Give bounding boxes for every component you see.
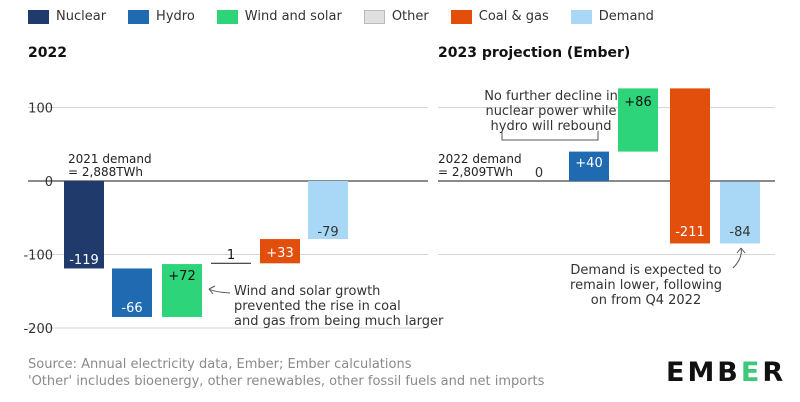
legend: Nuclear Hydro Wind and solar Other Coal … (28, 9, 676, 24)
data-label: 1 (227, 248, 235, 263)
legend-swatch (450, 9, 472, 24)
y-tick-label: 100 (28, 102, 53, 117)
annotation-bracket (501, 131, 599, 141)
source-line-2: 'Other' includes bioenergy, other renewa… (28, 374, 545, 389)
annotation-text: No further decline in (484, 89, 618, 104)
legend-item-hydro: Hydro (128, 9, 195, 24)
baseline-label: = 2,809TWh (438, 165, 513, 179)
legend-label: Hydro (156, 9, 195, 24)
annotation-arrow (732, 247, 742, 269)
logo-text-3: R (762, 357, 787, 388)
annotation-text: Demand is expected to (570, 263, 721, 278)
baseline-label: 2021 demand (68, 152, 152, 166)
annotation-arrowhead (208, 285, 216, 295)
annotation-text: nuclear power while (485, 104, 616, 119)
bar-nuclear (64, 181, 104, 269)
bar-hydro (112, 268, 152, 317)
y-tick-label: -100 (23, 249, 53, 264)
legend-label: Nuclear (56, 9, 107, 24)
source-line-1: Source: Annual electricity data, Ember; … (28, 357, 412, 372)
legend-swatch (28, 9, 49, 24)
chart-title-2022: 2022 (28, 45, 67, 61)
legend-item-nuclear: Nuclear (28, 9, 106, 24)
bar-coal-gas (670, 88, 710, 244)
data-label: -211 (675, 225, 705, 240)
data-label: 0 (535, 166, 543, 181)
chart-title-2023: 2023 projection (Ember) (438, 45, 631, 61)
bar-wind-and-solar (162, 264, 202, 317)
data-label: -84 (729, 225, 750, 240)
legend-label: Other (391, 9, 429, 24)
bar-demand (720, 181, 760, 244)
annotation-text: hydro will rebound (491, 119, 612, 134)
legend-swatch (570, 9, 592, 24)
data-label: +72 (168, 269, 195, 284)
annotation-text: and gas from being much larger (234, 314, 444, 329)
data-label: -66 (121, 301, 142, 316)
y-tick-label: -200 (23, 322, 53, 337)
legend-swatch (128, 9, 150, 24)
legend-item-demand: Demand (570, 9, 654, 24)
legend-label: Coal & gas (478, 9, 549, 24)
data-label: +86 (624, 95, 651, 110)
legend-item-wind-solar: Wind and solar (216, 9, 342, 24)
ember-logo: EMBER (666, 357, 786, 388)
bar-hydro (569, 151, 609, 181)
bar-coal-gas (260, 239, 300, 264)
legend-item-coal-gas: Coal & gas (450, 9, 549, 24)
baseline-label: = 2,888TWh (68, 165, 143, 179)
data-label: +33 (266, 246, 293, 261)
annotation-text: prevented the rise in coal (234, 299, 401, 314)
data-label: -79 (317, 225, 338, 240)
bar-demand (308, 181, 348, 240)
bar-wind-and-solar (618, 88, 658, 152)
legend-swatch (216, 9, 238, 24)
annotation-text: remain lower, following (570, 278, 722, 293)
data-label: -119 (69, 253, 99, 268)
data-label: +40 (575, 156, 602, 171)
legend-item-other: Other (363, 9, 429, 24)
annotation-arrowhead (736, 247, 746, 254)
annotation-text: on from Q4 2022 (591, 293, 701, 308)
logo-text-1: EMB (666, 357, 741, 388)
legend-label: Demand (598, 9, 654, 24)
y-tick-label: 0 (45, 175, 53, 190)
legend-swatch (363, 9, 385, 24)
legend-label: Wind and solar (244, 9, 342, 24)
annotation-text: Wind and solar growth (234, 284, 380, 299)
logo-text-2: E (740, 357, 763, 388)
baseline-label: 2022 demand (438, 152, 522, 166)
